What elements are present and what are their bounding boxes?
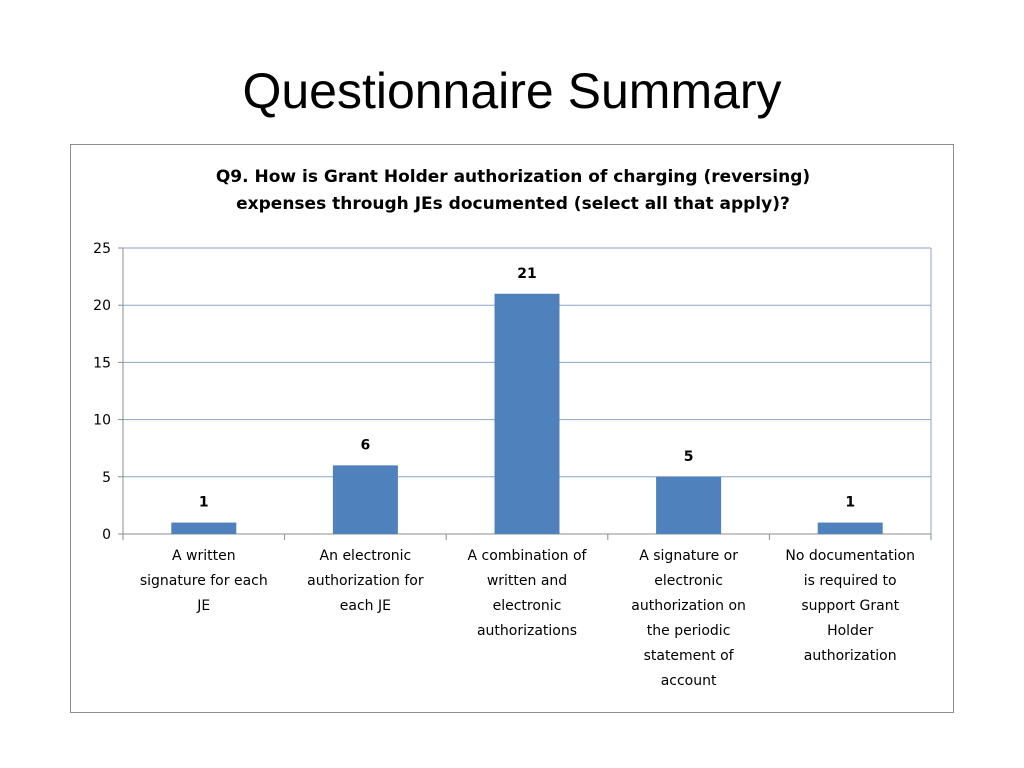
- y-tick-label: 5: [102, 470, 111, 486]
- category-label-2-line-3: each JE: [340, 598, 391, 614]
- chart-title-line-1: Q9. How is Grant Holder authorization of…: [216, 167, 810, 187]
- category-label-5-line-1: No documentation: [785, 548, 915, 564]
- category-label-4-line-3: authorization on: [631, 598, 746, 614]
- category-label-4-line-2: electronic: [654, 573, 723, 589]
- slide-title: Questionnaire Summary: [242, 63, 782, 119]
- category-label-1-line-2: signature for each: [140, 573, 268, 589]
- category-label-3-line-1: A combination of: [468, 548, 588, 564]
- y-tick-label: 20: [93, 298, 111, 314]
- category-label-3-line-2: written and: [487, 573, 567, 589]
- category-label-4-line-6: account: [661, 673, 717, 689]
- bar-3: [494, 293, 560, 534]
- data-label-4: 5: [684, 449, 694, 465]
- category-label-5-line-4: Holder: [827, 623, 873, 639]
- y-tick-label: 25: [93, 241, 111, 257]
- category-label-5-line-2: is required to: [804, 573, 897, 589]
- bar-chart: Q9. How is Grant Holder authorization of…: [93, 167, 932, 689]
- category-label-4-line-5: statement of: [644, 648, 735, 664]
- chart-frame: Q9. How is Grant Holder authorization of…: [70, 144, 954, 713]
- y-tick-label: 15: [93, 355, 111, 371]
- category-label-2-line-1: An electronic: [320, 548, 412, 564]
- category-label-1-line-3: JE: [196, 598, 210, 614]
- category-label-2-line-2: authorization for: [307, 573, 424, 589]
- bar-1: [171, 522, 237, 534]
- category-label-5-line-5: authorization: [804, 648, 897, 664]
- data-label-2: 6: [361, 437, 371, 453]
- category-label-3-line-4: authorizations: [477, 623, 577, 639]
- category-label-1-line-1: A written: [172, 548, 236, 564]
- bar-2: [332, 465, 398, 534]
- bar-4: [656, 476, 722, 534]
- y-tick-label: 10: [93, 413, 111, 429]
- category-label-3-line-3: electronic: [493, 598, 562, 614]
- category-label-4-line-4: the periodic: [647, 623, 731, 639]
- data-label-5: 1: [845, 495, 855, 511]
- category-label-4-line-1: A signature or: [639, 548, 738, 564]
- bar-5: [817, 522, 883, 534]
- y-tick-label: 0: [102, 527, 111, 543]
- category-label-5-line-3: support Grant: [801, 598, 899, 614]
- data-label-1: 1: [199, 495, 209, 511]
- data-label-3: 21: [517, 266, 536, 282]
- chart-title-line-2: expenses through JEs documented (select …: [236, 194, 790, 214]
